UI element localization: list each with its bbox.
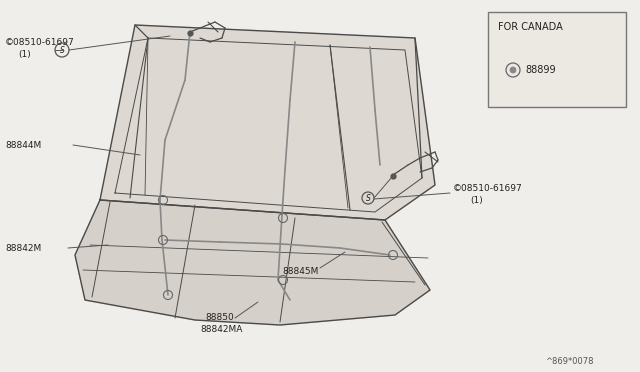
Text: FOR CANADA: FOR CANADA: [498, 22, 563, 32]
Circle shape: [510, 67, 516, 73]
Text: 88850: 88850: [205, 314, 234, 323]
Text: ©08510-61697: ©08510-61697: [453, 183, 523, 192]
Polygon shape: [75, 200, 430, 325]
Text: 88845M: 88845M: [282, 267, 318, 276]
Text: ^869*0078: ^869*0078: [545, 357, 593, 366]
Text: S: S: [365, 193, 371, 202]
Text: 88844M: 88844M: [5, 141, 41, 150]
Text: 88899: 88899: [525, 65, 556, 75]
Text: (1): (1): [18, 49, 31, 58]
Text: 88842MA: 88842MA: [200, 326, 243, 334]
Polygon shape: [100, 25, 435, 220]
Text: 88842M: 88842M: [5, 244, 41, 253]
FancyBboxPatch shape: [488, 12, 626, 107]
Text: S: S: [60, 45, 65, 55]
Text: ©08510-61697: ©08510-61697: [5, 38, 75, 46]
Text: (1): (1): [470, 196, 483, 205]
